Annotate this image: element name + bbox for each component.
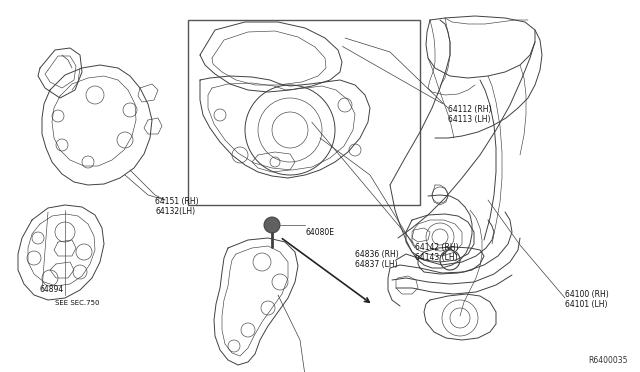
Text: 64151 (RH)
64132(LH): 64151 (RH) 64132(LH) xyxy=(155,197,198,217)
Text: 64080E: 64080E xyxy=(305,228,334,237)
Text: 64142 (RH)
64143 (LH): 64142 (RH) 64143 (LH) xyxy=(415,243,459,262)
Text: 64836 (RH)
64837 (LH): 64836 (RH) 64837 (LH) xyxy=(355,250,399,269)
Text: 64100 (RH)
64101 (LH): 64100 (RH) 64101 (LH) xyxy=(565,290,609,310)
Text: 64112 (RH)
64113 (LH): 64112 (RH) 64113 (LH) xyxy=(448,105,492,124)
Text: SEE SEC.750: SEE SEC.750 xyxy=(55,300,99,306)
Circle shape xyxy=(264,217,280,233)
Bar xyxy=(188,20,420,205)
Text: R6400035: R6400035 xyxy=(589,356,628,365)
Text: 64894: 64894 xyxy=(40,285,64,294)
